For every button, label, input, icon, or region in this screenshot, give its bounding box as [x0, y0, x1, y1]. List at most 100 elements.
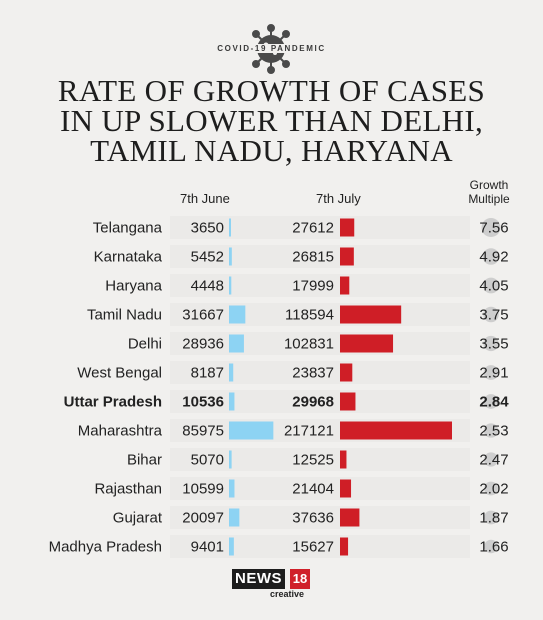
- growth-bubble: [483, 277, 499, 294]
- state-label: Telangana: [93, 220, 163, 237]
- growth-bubble: [483, 365, 499, 380]
- growth-bubble: [483, 306, 499, 323]
- june-bar: [229, 479, 235, 498]
- july-value-label: 29968: [292, 394, 334, 411]
- growth-value-label: 7.56: [479, 220, 508, 237]
- news18-logo: NEWS 18 creative: [232, 569, 316, 599]
- column-header-growth-line-2: Multiple: [468, 192, 510, 206]
- june-bar: [229, 218, 231, 237]
- growth-value-label: 3.75: [479, 307, 508, 324]
- state-label: Rajasthan: [94, 481, 162, 498]
- state-label: Gujarat: [113, 510, 163, 527]
- june-bar: [229, 508, 240, 527]
- july-bar: [340, 334, 394, 353]
- state-label: Haryana: [105, 278, 162, 295]
- july-value-label: 21404: [292, 481, 334, 498]
- growth-bubble: [481, 218, 501, 237]
- july-bar: [340, 537, 349, 556]
- june-bar: [229, 276, 232, 295]
- row-band: [170, 390, 470, 413]
- july-bar: [340, 305, 402, 324]
- july-bar: [340, 450, 347, 469]
- logo-brand: NEWS: [232, 569, 285, 589]
- july-value-label: 37636: [292, 510, 334, 527]
- kicker: COVID-19 PANDEMIC: [0, 44, 543, 53]
- growth-value-label: 3.55: [479, 336, 508, 353]
- row-band: [170, 332, 470, 355]
- headline-line-3: TAMIL NADU, HARYANA: [90, 133, 453, 168]
- growth-bubble: [483, 452, 499, 467]
- row-band: [170, 274, 470, 297]
- row-band: [170, 506, 470, 529]
- state-label: Uttar Pradesh: [64, 394, 162, 411]
- growth-bubble: [483, 394, 499, 409]
- july-value-label: 217121: [284, 423, 334, 440]
- june-bar: [229, 392, 235, 411]
- state-label: Delhi: [128, 336, 162, 353]
- july-value-label: 23837: [292, 365, 334, 382]
- july-bar: [340, 392, 356, 411]
- july-bar: [340, 363, 353, 382]
- column-header-june: 7th June: [180, 191, 230, 206]
- june-value-label: 8187: [191, 365, 224, 382]
- growth-value-label: 2.02: [479, 481, 508, 498]
- july-bar: [340, 276, 350, 295]
- july-value-label: 118594: [285, 307, 334, 324]
- june-bar: [229, 305, 246, 324]
- july-bar: [340, 479, 352, 498]
- june-value-label: 31667: [182, 307, 224, 324]
- row-band: [170, 477, 470, 500]
- row-band: [170, 361, 470, 384]
- june-value-label: 20097: [182, 510, 224, 527]
- growth-value-label: 1.66: [479, 539, 508, 556]
- growth-value-label: 1.87: [479, 510, 508, 527]
- july-value-label: 102831: [284, 336, 334, 353]
- column-header-growth: Growth Multiple: [458, 178, 520, 206]
- july-value-label: 17999: [292, 278, 334, 295]
- row-band: [170, 245, 470, 268]
- june-value-label: 5452: [191, 249, 224, 266]
- july-bar: [340, 247, 354, 266]
- june-value-label: 9401: [191, 539, 224, 556]
- july-bar: [340, 421, 452, 440]
- growth-value-label: 2.84: [479, 394, 509, 411]
- june-value-label: 4448: [191, 278, 224, 295]
- june-value-label: 85975: [182, 423, 224, 440]
- row-band: [170, 216, 470, 239]
- june-value-label: 10599: [182, 481, 224, 498]
- logo-number: 18: [290, 569, 310, 589]
- headline-line-2: IN UP SLOWER THAN DELHI,: [59, 103, 484, 138]
- state-label: Maharashtra: [78, 423, 163, 440]
- column-header-growth-line-1: Growth: [469, 178, 509, 192]
- july-value-label: 27612: [292, 220, 334, 237]
- june-value-label: 28936: [182, 336, 224, 353]
- state-label: Karnataka: [94, 249, 163, 266]
- growth-bubble: [482, 248, 500, 265]
- growth-value-label: 2.91: [479, 365, 508, 382]
- growth-value-label: 2.47: [479, 452, 508, 469]
- july-value-label: 12525: [292, 452, 334, 469]
- state-label: Tamil Nadu: [87, 307, 162, 324]
- headline: RATE OF GROWTH OF CASES IN UP SLOWER THA…: [0, 73, 543, 168]
- june-bar: [229, 247, 232, 266]
- growth-bubble: [484, 539, 498, 554]
- june-bar: [229, 537, 234, 556]
- june-value-label: 5070: [191, 452, 224, 469]
- june-bar: [229, 421, 274, 440]
- state-label: Madhya Pradesh: [49, 539, 162, 556]
- june-bar: [229, 334, 244, 353]
- logo-sub: creative: [270, 589, 305, 599]
- june-value-label: 3650: [191, 220, 224, 237]
- june-bar: [229, 450, 232, 469]
- growth-bubble: [483, 423, 499, 438]
- state-label: West Bengal: [77, 365, 162, 382]
- growth-value-label: 4.92: [479, 249, 508, 266]
- june-bar: [229, 363, 234, 382]
- column-header-july: 7th July: [316, 191, 361, 206]
- growth-bubble: [484, 510, 498, 525]
- july-value-label: 26815: [292, 249, 334, 266]
- growth-value-label: 4.05: [479, 278, 508, 295]
- headline-line-1: RATE OF GROWTH OF CASES: [57, 73, 486, 108]
- growth-value-label: 2.53: [479, 423, 508, 440]
